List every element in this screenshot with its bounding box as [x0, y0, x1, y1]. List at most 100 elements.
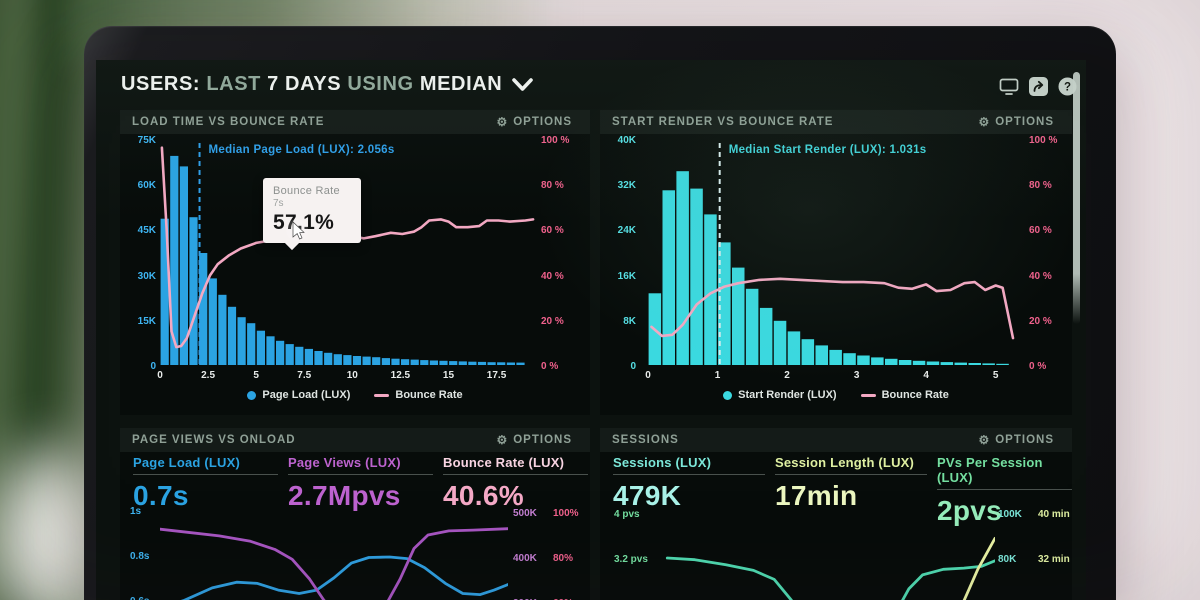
histogram-bar — [773, 320, 787, 365]
panel-sessions: SESSIONS ⚙ OPTIONS Sessions (LUX) 479K Se… — [600, 428, 1072, 600]
share-icon[interactable] — [1029, 77, 1048, 96]
histogram-bar — [996, 363, 1009, 365]
options-button[interactable]: ⚙ OPTIONS — [972, 433, 1060, 447]
sessions-mini-chart[interactable] — [650, 503, 995, 600]
options-label: OPTIONS — [513, 116, 572, 128]
histogram-bar — [926, 361, 940, 365]
options-button[interactable]: ⚙ OPTIONS — [490, 115, 578, 129]
metric-page-load[interactable]: Page Load (LUX) 0.7s — [133, 455, 278, 512]
panel-page-views-vs-onload: PAGE VIEWS VS ONLOAD ⚙ OPTIONS Page Load … — [120, 428, 590, 600]
histogram-bar — [829, 349, 842, 365]
histogram-bar — [898, 360, 912, 365]
histogram-bar — [352, 356, 362, 365]
svg-text:?: ? — [1064, 82, 1071, 94]
histogram-bar — [857, 355, 870, 365]
metric-session-length[interactable]: Session Length (LUX) 17min — [775, 455, 927, 527]
axis-tick: 2 — [784, 370, 790, 381]
histogram-bar — [449, 361, 458, 365]
options-button[interactable]: ⚙ OPTIONS — [490, 433, 578, 447]
metric-value: 40.6% — [443, 480, 524, 511]
metric-rule — [937, 489, 1072, 490]
histogram-bar — [208, 278, 217, 365]
histogram-bar — [285, 344, 294, 365]
metric-value: 2.7Mpvs — [288, 480, 401, 511]
histogram-bar — [227, 306, 237, 365]
axis-tick: 40K — [617, 135, 636, 146]
legend-item[interactable]: Page Load (LUX) — [247, 389, 350, 401]
panel-title: START RENDER VS BOUNCE RATE — [612, 116, 834, 128]
histogram-bar — [676, 171, 689, 365]
metric-value: 479K — [613, 480, 682, 511]
axis-tick: 40 % — [541, 270, 564, 282]
legend-item[interactable]: Bounce Rate — [374, 389, 463, 401]
tooltip-sub: 7s — [273, 198, 284, 209]
histogram-bar — [506, 362, 515, 365]
mouse-cursor — [286, 219, 308, 241]
load-time-chart[interactable] — [160, 141, 535, 365]
histogram-bar — [324, 352, 333, 365]
page-title[interactable]: USERS: LAST 7 DAYS USING MEDIAN — [121, 73, 534, 96]
histogram-bar — [732, 267, 745, 365]
metrics-row: Sessions (LUX) 479K Session Length (LUX)… — [613, 455, 1072, 527]
axis-tick: 10 — [346, 370, 358, 381]
header-metric: MEDIAN — [419, 73, 503, 95]
legend-item[interactable]: Bounce Rate — [860, 389, 949, 401]
histogram-bar — [391, 358, 400, 365]
metric-rule — [288, 474, 433, 475]
dashboard-screen: USERS: LAST 7 DAYS USING MEDIAN ? — [96, 60, 1086, 600]
axis-tick: 8K — [623, 315, 636, 327]
metric-bounce-rate[interactable]: Bounce Rate (LUX) 40.6% — [443, 455, 588, 512]
x-axis: 0 2.5 5 7.5 10 12.5 15 17.5 — [157, 370, 535, 382]
panel-title: SESSIONS — [612, 434, 679, 446]
axis-tick: 100 % — [1029, 135, 1058, 146]
scrollbar[interactable] — [1073, 72, 1080, 324]
mini-line — [962, 536, 995, 600]
metric-value: 17min — [775, 480, 858, 511]
start-render-chart[interactable] — [648, 141, 1020, 365]
histogram-bar — [787, 331, 801, 365]
histogram-bar — [218, 294, 227, 365]
axis-tick: 15 — [442, 370, 455, 381]
mini-line — [180, 555, 508, 600]
metric-value: 0.7s — [133, 480, 189, 511]
metric-pvs-per-session[interactable]: PVs Per Session (LUX) 2pvs — [937, 455, 1072, 527]
histogram-bar — [189, 217, 198, 365]
page-views-mini-chart[interactable] — [160, 503, 508, 600]
metric-rule — [613, 474, 765, 475]
median-label: Median Page Load (LUX): 2.056s — [208, 144, 395, 156]
axis-tick: 4 pvs — [614, 509, 640, 520]
panel-load-time-vs-bounce-rate: LOAD TIME VS BOUNCE RATE ⚙ OPTIONS 75K 60K… — [120, 110, 590, 415]
help-icon[interactable]: ? — [1058, 77, 1077, 96]
panel-title-bar: SESSIONS ⚙ OPTIONS — [600, 428, 1072, 452]
axis-tick: 60 % — [1029, 225, 1052, 237]
panel-title-bar: START RENDER VS BOUNCE RATE ⚙ OPTIONS — [600, 110, 1072, 134]
histogram-bar — [401, 359, 410, 365]
histogram-bar — [759, 307, 773, 365]
metric-sessions[interactable]: Sessions (LUX) 479K — [613, 455, 765, 527]
axis-tick: 60 % — [541, 225, 564, 237]
histogram-bar — [410, 359, 419, 365]
chevron-down-icon[interactable] — [512, 77, 534, 92]
histogram-bar — [815, 345, 828, 365]
metric-page-views[interactable]: Page Views (LUX) 2.7Mpvs — [288, 455, 433, 512]
histogram-bar — [704, 214, 717, 365]
gear-icon: ⚙ — [978, 115, 991, 129]
metric-value: 2pvs — [937, 495, 1003, 526]
histogram-bar — [372, 357, 381, 365]
axis-tick: 20 % — [1029, 315, 1052, 327]
axis-tick: 60K — [137, 180, 156, 192]
panel-title-bar: PAGE VIEWS VS ONLOAD ⚙ OPTIONS — [120, 428, 590, 452]
options-button[interactable]: ⚙ OPTIONS — [972, 115, 1060, 129]
header-using: USING — [347, 73, 414, 95]
display-icon[interactable] — [999, 77, 1019, 96]
histogram-bar — [745, 288, 759, 365]
metric-rule — [775, 474, 927, 475]
axis-tick: 80 % — [541, 180, 564, 192]
axis-tick: 0.6s — [130, 596, 149, 600]
metric-rule — [443, 474, 588, 475]
axis-tick: 75K — [137, 135, 156, 146]
legend-item[interactable]: Start Render (LUX) — [723, 389, 837, 401]
panel-start-render-vs-bounce-rate: START RENDER VS BOUNCE RATE ⚙ OPTIONS 40K… — [600, 110, 1072, 415]
axis-tick: 7.5 — [297, 370, 312, 381]
